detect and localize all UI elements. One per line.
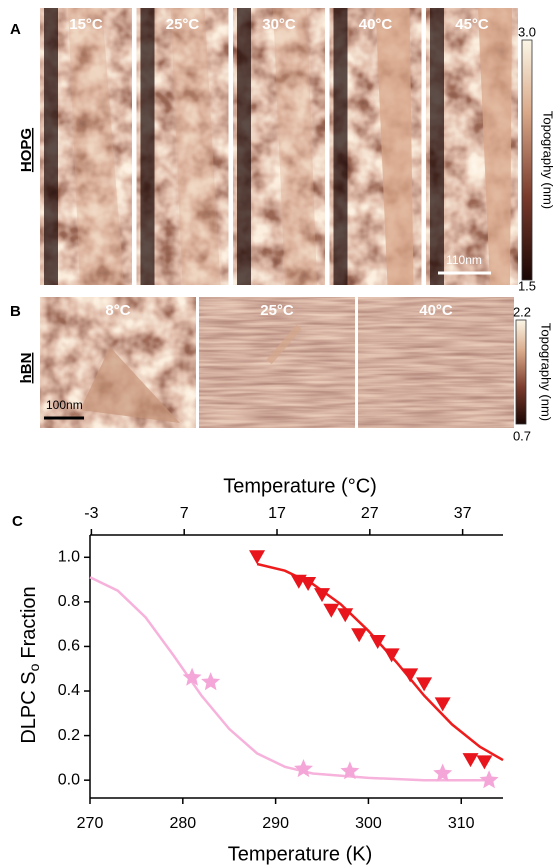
colorbar-max: 3.0 (518, 24, 536, 39)
x-axis-title: Temperature (K) (228, 843, 373, 865)
data-point (476, 755, 493, 770)
temperature-label: 45°C (455, 16, 489, 33)
dark-stripe (333, 8, 348, 285)
y-title-sub: o (26, 663, 42, 671)
data-point (369, 634, 386, 649)
x-tick-label: 290 (262, 815, 289, 832)
temperature-label: 40°C (359, 16, 393, 33)
y-tick-label: 0.4 (58, 682, 80, 699)
afm-image: 40°C (329, 8, 422, 285)
colorbar-min: 0.7 (513, 428, 531, 443)
y-tick-label: 1.0 (58, 549, 80, 566)
temperature-label: 40°C (419, 302, 453, 319)
panel-label: A (10, 21, 21, 38)
domain (80, 347, 180, 423)
data-point (434, 697, 451, 712)
y-tick-label: 0.6 (58, 638, 80, 655)
temperature-label: 25°C (260, 302, 294, 319)
domain-band (170, 8, 221, 285)
scale-bar-label: 110nm (446, 253, 482, 267)
data-point (323, 603, 340, 618)
dark-stripe (237, 8, 251, 285)
domain-band (273, 8, 317, 285)
x-tick-label: 280 (169, 815, 196, 832)
temperature-label: 8°C (105, 302, 130, 319)
afm-image: 45°C 110nm (426, 8, 518, 285)
colorbar (521, 39, 533, 281)
x-tick-label: 310 (448, 815, 475, 832)
fit-curve (89, 576, 490, 782)
data-point (300, 577, 317, 592)
x-tick-label: 300 (355, 815, 382, 832)
data-point (249, 550, 266, 565)
colorbar-label: Topography (nm) (539, 323, 554, 421)
data-point (416, 677, 433, 692)
panel-label: B (10, 303, 21, 320)
temperature-label: 15°C (69, 16, 103, 33)
afm-image: 15°C (40, 8, 132, 285)
data-point (314, 588, 331, 603)
y-tick-label: 0.8 (58, 593, 80, 610)
fit-curve (256, 562, 504, 762)
afm-image: 40°C (358, 297, 514, 428)
y-tick-label: 0.2 (58, 727, 80, 744)
defect (266, 324, 302, 365)
scale-bar-label: 100nm (46, 398, 83, 412)
data-point (182, 667, 202, 686)
data-point (433, 763, 453, 782)
sample-label: hBN (18, 353, 35, 384)
x-tick-label: 270 (77, 815, 104, 832)
y-tick-label: 0.0 (58, 771, 80, 788)
data-point (337, 608, 354, 623)
sample-label: HOPG (18, 128, 35, 172)
afm-image: 25°C (199, 297, 355, 428)
domain-band (375, 8, 414, 285)
afm-image: 25°C (136, 8, 229, 285)
afm-image: 30°C (233, 8, 325, 285)
temperature-label: 25°C (166, 16, 200, 33)
data-point (294, 759, 313, 778)
y-title-rest: Fraction (18, 586, 40, 658)
data-point (340, 761, 360, 780)
chart: 270 280 290 300 310 -3 7 17 27 37 0.0 0.2 0.4 0.6 0.8 1… (58, 505, 504, 832)
dark-stripe (430, 8, 444, 285)
data-point (402, 668, 419, 683)
x2-tick-label: 17 (268, 505, 286, 522)
data-point (479, 770, 499, 789)
x2-tick-label: 27 (361, 505, 379, 522)
dark-stripe (44, 8, 58, 285)
data-point (462, 753, 479, 768)
image-texture (199, 297, 355, 428)
colorbar (515, 319, 527, 425)
colorbar-max: 2.2 (513, 304, 531, 319)
domain-band (68, 8, 124, 285)
x2-tick-label: 7 (180, 505, 189, 522)
temperature-label: 30°C (262, 16, 296, 33)
colorbar-label: Topography (nm) (541, 111, 556, 209)
data-point (351, 628, 368, 643)
y-title-main: DLPC S (18, 671, 40, 743)
afm-image: 8°C 100nm (40, 297, 196, 428)
x2-tick-label: 37 (454, 505, 472, 522)
domain-band (478, 8, 512, 285)
x2-tick-label: -3 (84, 505, 98, 522)
image-texture (358, 297, 514, 428)
x2-axis-title: Temperature (°C) (223, 475, 377, 497)
colorbar-min: 1.5 (518, 278, 536, 293)
afm-images: 15°C 25°C 30°C 40°C 45°C 110nm 8°C 100nm 25°C 40°… (40, 8, 518, 428)
panel-label: C (12, 513, 23, 530)
y-axis-title: DLPC So Fraction (18, 586, 41, 743)
dark-stripe (140, 8, 155, 285)
data-point (201, 672, 221, 691)
data-point (383, 648, 400, 663)
